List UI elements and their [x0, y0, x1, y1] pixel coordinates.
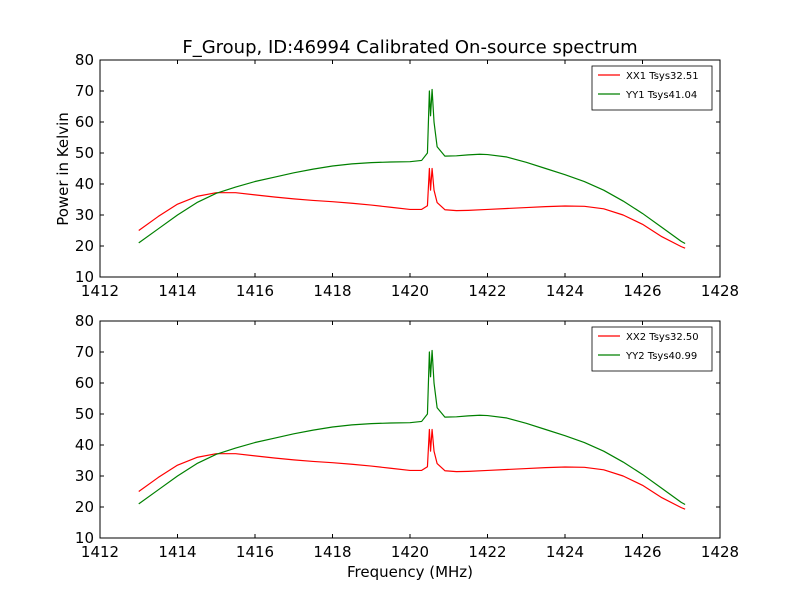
series-line-1-2: [138, 88, 686, 245]
legend-label-2-2: YY2 Tsys40.99: [625, 351, 697, 362]
series-line-2-1: [138, 428, 686, 510]
x-tick-label-2-5: 1422: [468, 543, 506, 561]
series-line-1-1: [138, 167, 686, 249]
x-tick-label-2-4: 1420: [391, 543, 429, 561]
y-tick-label-2-3: 40: [75, 436, 94, 454]
x-tick-label-2-0: 1412: [81, 543, 119, 561]
legend-box-2: [591, 326, 713, 372]
legend-box-1: [591, 65, 713, 111]
x-tick-label-1-7: 1426: [623, 282, 661, 300]
x-tick-label-2-6: 1424: [546, 543, 584, 561]
x-tick-label-1-2: 1416: [236, 282, 274, 300]
x-tick-label-1-0: 1412: [81, 282, 119, 300]
y-tick-label-1-6: 70: [75, 82, 94, 100]
x-tick-label-2-8: 1428: [701, 543, 739, 561]
legend-label-1-1: XX1 Tsys32.51: [626, 71, 699, 82]
y-tick-label-2-7: 80: [75, 312, 94, 330]
y-tick-label-2-4: 50: [75, 405, 94, 423]
panel-2: 1412 1414 1416 1418 1420 1422 1424 1426 1428 10 20…: [75, 312, 739, 561]
series-line-2-2: [138, 349, 686, 506]
panel-1: 1412 1414 1416 1418 1420 1422 1424 1426 1428 10 20…: [75, 51, 739, 300]
chart-title: F_Group, ID:46994 Calibrated On-source s…: [182, 37, 637, 58]
y-tick-label-2-2: 30: [75, 467, 94, 485]
y-axis-label: Power in Kelvin: [54, 112, 72, 226]
x-tick-label-2-3: 1418: [313, 543, 351, 561]
legend-label-1-2: YY1 Tsys41.04: [625, 90, 697, 101]
x-tick-label-2-2: 1416: [236, 543, 274, 561]
x-tick-label-1-1: 1414: [158, 282, 196, 300]
x-tick-label-2-7: 1426: [623, 543, 661, 561]
x-tick-label-2-1: 1414: [158, 543, 196, 561]
x-tick-label-1-4: 1420: [391, 282, 429, 300]
x-axis-label: Frequency (MHz): [347, 563, 473, 581]
y-tick-label-1-2: 30: [75, 206, 94, 224]
y-tick-label-1-1: 20: [75, 237, 94, 255]
y-tick-label-1-0: 10: [75, 268, 94, 286]
y-tick-label-1-4: 50: [75, 144, 94, 162]
x-tick-label-1-5: 1422: [468, 282, 506, 300]
y-tick-label-1-5: 60: [75, 113, 94, 131]
legend-label-2-1: XX2 Tsys32.50: [626, 332, 699, 343]
x-tick-label-1-8: 1428: [701, 282, 739, 300]
y-tick-label-1-7: 80: [75, 51, 94, 69]
y-tick-label-2-0: 10: [75, 529, 94, 547]
panels-group: 1412 1414 1416 1418 1420 1422 1424 1426 1428 10 20…: [75, 51, 739, 561]
y-tick-label-2-1: 20: [75, 498, 94, 516]
x-tick-label-1-3: 1418: [313, 282, 351, 300]
y-tick-label-2-6: 70: [75, 343, 94, 361]
x-tick-label-1-6: 1424: [546, 282, 584, 300]
y-tick-label-2-5: 60: [75, 374, 94, 392]
y-tick-label-1-3: 40: [75, 175, 94, 193]
